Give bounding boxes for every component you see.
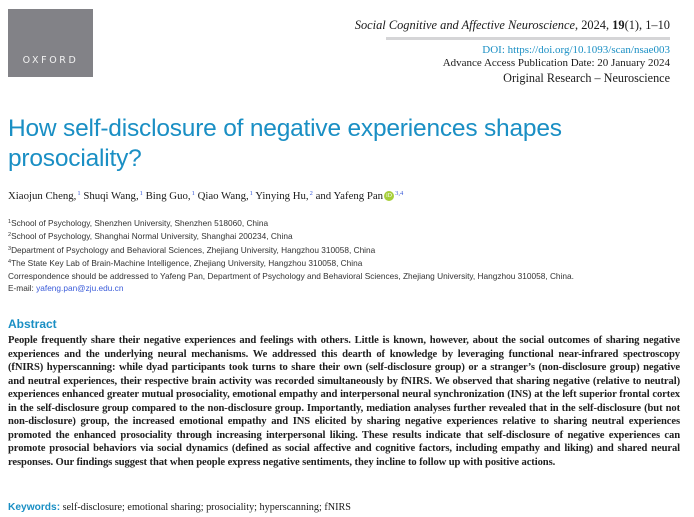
publication-date: Advance Access Publication Date: 20 Janu… [442,57,670,69]
affil-num: 3 [8,245,12,252]
author[interactable]: and Yafeng Pan [315,190,384,202]
affil-num: 2 [8,232,12,239]
author-list: Xiaojun Cheng,1 Shuqi Wang,1 Bing Guo,1 … [8,190,403,202]
affil-ref[interactable]: 1 [191,190,195,197]
email-label: E-mail: [8,283,37,294]
author[interactable]: Yinying Hu, [255,190,309,202]
keywords-list: self-disclosure; emotional sharing; pros… [60,502,351,513]
affil-text: School of Psychology, Shanghai Normal Un… [11,231,293,242]
affil-ref[interactable]: 3,4 [395,190,404,197]
author[interactable]: Shuqi Wang, [83,190,139,202]
email-line: E-mail: yafeng.pan@zju.edu.cn [8,282,574,294]
article-title: How self-disclosure of negative experien… [8,115,562,172]
correspondence: Correspondence should be addressed to Ya… [8,270,574,281]
logo-text: OXFORD [22,55,79,66]
keywords-label: Keywords: [8,502,61,513]
affil-num: 1 [8,219,12,225]
journal-name: Social Cognitive and Affective Neuroscie… [354,18,575,32]
affiliation: 2School of Psychology, Shanghai Normal U… [8,229,574,242]
orcid-icon[interactable]: iD [384,191,395,201]
author[interactable]: Bing Guo, [145,190,191,202]
abstract-heading: Abstract [8,317,57,331]
affil-ref[interactable]: 1 [139,190,143,197]
header-divider [386,37,670,40]
author[interactable]: Xiaojun Cheng, [8,190,77,202]
affil-text: The State Key Lab of Brain-Machine Intel… [11,258,363,269]
affil-num: 4 [8,259,12,266]
citation-year: , 2024, [575,18,613,32]
affiliation: 3Department of Psychology and Behavioral… [8,243,574,256]
author[interactable]: Qiao Wang, [197,190,249,202]
email-link[interactable]: yafeng.pan@zju.edu.cn [36,283,124,294]
affiliation: 4The State Key Lab of Brain-Machine Inte… [8,256,574,269]
affil-text: Department of Psychology and Behavioral … [11,244,376,255]
keywords: Keywords: self-disclosure; emotional sha… [8,502,351,513]
article-category: Original Research – Neuroscience [503,71,670,85]
affil-ref[interactable]: 1 [249,190,253,197]
oxford-logo: OXFORD [8,9,93,77]
journal-citation: Social Cognitive and Affective Neuroscie… [355,18,670,33]
issue-pages: (1), 1–10 [624,18,670,32]
affiliation: 1School of Psychology, Shenzhen Universi… [8,216,574,229]
affiliations: 1School of Psychology, Shenzhen Universi… [8,216,574,294]
abstract-text: People frequently share their negative e… [8,335,680,468]
doi-link[interactable]: DOI: https://doi.org/10.1093/scan/nsae00… [482,44,670,56]
affil-ref[interactable]: 1 [77,190,81,197]
affil-ref[interactable]: 2 [309,190,313,197]
affil-text: School of Psychology, Shenzhen Universit… [11,218,269,228]
volume: 19 [612,18,625,32]
